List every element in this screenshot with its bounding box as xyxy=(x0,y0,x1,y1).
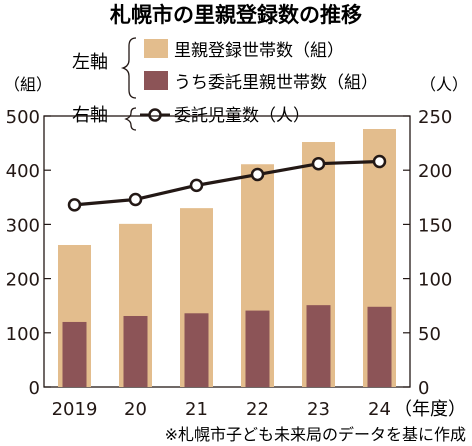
chart-title: 札幌市の里親登録数の推移 xyxy=(109,3,362,27)
legend-label-registered: 里親登録世帯数（組） xyxy=(174,41,344,61)
legend-swatch-commissioned xyxy=(144,71,168,90)
left-tick-label: 0 xyxy=(29,378,40,399)
left-axis-bracket xyxy=(120,37,137,99)
x-tick-label: 2019 xyxy=(52,399,98,420)
point-children xyxy=(128,192,143,207)
right-axis-bracket xyxy=(124,107,137,131)
legend-swatch-registered xyxy=(144,39,168,58)
legend-label-commissioned: うち委託里親世帯数（組） xyxy=(174,73,378,93)
point-children xyxy=(372,154,387,169)
point-children xyxy=(189,178,204,193)
bar-commissioned xyxy=(123,315,148,387)
legend-marker-children xyxy=(148,108,162,122)
bar-commissioned xyxy=(367,306,392,387)
bar-commissioned xyxy=(245,310,270,387)
right-tick-label: 50 xyxy=(418,324,441,345)
plot-area: 0 0 100 50 200 100 300 150 400 200 500 250 2019 20 21 2… xyxy=(6,107,453,420)
point-children xyxy=(250,167,265,182)
bar-commissioned xyxy=(306,305,331,387)
point-children xyxy=(311,156,326,171)
x-tick-label: 23 xyxy=(307,399,330,420)
x-tick-label: 21 xyxy=(185,399,208,420)
left-axis-group-label: 左軸 xyxy=(72,52,108,73)
x-axis-unit-label: （年度） xyxy=(394,399,466,420)
right-tick-label: 100 xyxy=(418,270,452,291)
plot-frame xyxy=(43,115,411,388)
right-tick-label: 200 xyxy=(418,161,452,182)
bar-commissioned xyxy=(184,313,209,387)
left-tick-label: 500 xyxy=(6,107,40,128)
source-note: ※札幌市子ども未来局のデータを基に作成 xyxy=(165,425,466,444)
left-tick-label: 200 xyxy=(6,270,40,291)
left-tick-label: 400 xyxy=(6,161,40,182)
left-tick-label: 100 xyxy=(6,324,40,345)
right-tick-label: 150 xyxy=(418,215,452,236)
right-axis-unit-label: （人） xyxy=(420,75,468,94)
x-tick-label: 24 xyxy=(368,399,391,420)
point-children xyxy=(67,198,82,212)
x-tick-label: 22 xyxy=(246,399,269,420)
bar-commissioned xyxy=(62,321,87,387)
right-tick-label: 0 xyxy=(418,378,429,399)
x-tick-label: 20 xyxy=(124,399,147,420)
line-children xyxy=(74,159,380,207)
left-axis-unit-label: （組） xyxy=(4,75,52,94)
left-tick-label: 300 xyxy=(6,215,40,236)
right-tick-label: 250 xyxy=(418,107,452,128)
